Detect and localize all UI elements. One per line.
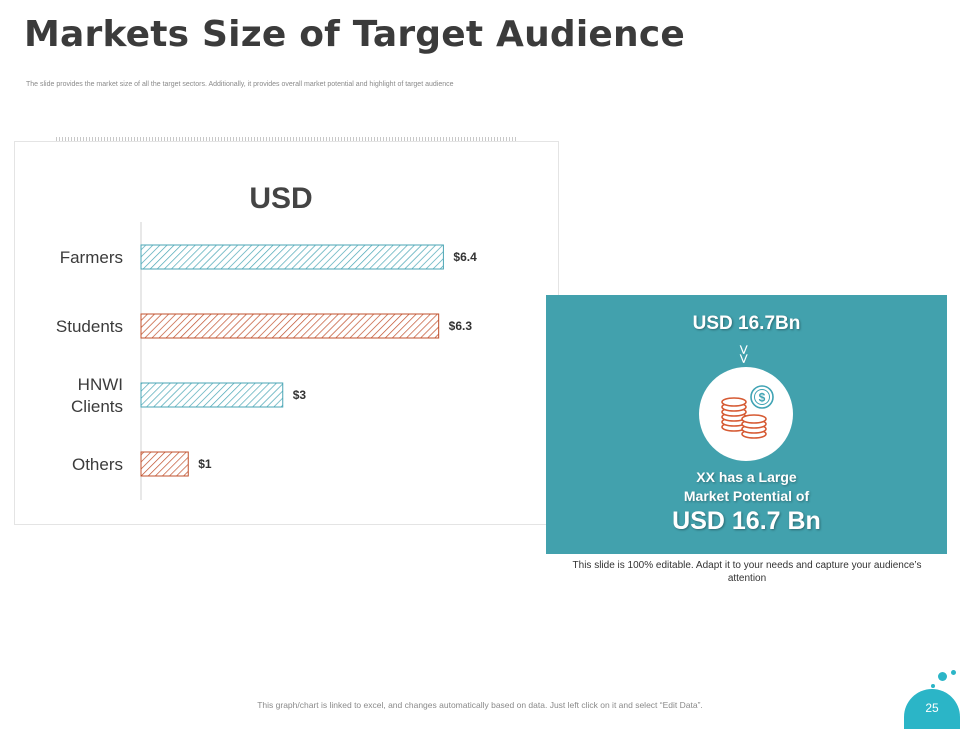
panel-big-value: USD 16.7 Bn (672, 507, 821, 535)
chevron-double-down-icon: ⋁ ⋁ (740, 344, 748, 363)
decorative-dot (931, 684, 935, 688)
panel-text-line-2: Market Potential of (683, 488, 810, 504)
page-subtitle: The slide provides the market size of al… (26, 81, 454, 88)
editable-note: This slide is 100% editable. Adapt it to… (572, 560, 922, 584)
svg-text:$: $ (759, 391, 766, 405)
category-label: Farmers (60, 248, 123, 267)
page-number-badge: 25 (904, 689, 960, 729)
category-label: Students (56, 317, 123, 336)
data-label: $6.3 (449, 319, 473, 333)
bar-hnwi-clients (140, 382, 284, 408)
page-title: Markets Size of Target Audience (24, 14, 686, 55)
data-label: $1 (198, 457, 212, 471)
data-label: $3 (293, 388, 307, 402)
panel-headline: USD 16.7Bn (692, 313, 801, 334)
bar-students (140, 313, 440, 339)
bar-chart-card[interactable]: USD $6.4 Farmers $6.3 Students $3 HNWI Clients… (14, 141, 559, 525)
decorative-dot (951, 670, 956, 675)
bar-chart: USD $6.4 Farmers $6.3 Students $3 HNWI Clients… (56, 182, 477, 500)
panel-description: XX has a Large Market Potential of (546, 468, 947, 506)
data-label: $6.4 (453, 250, 477, 264)
footer-note: This graph/chart is linked to excel, and… (257, 700, 703, 710)
decorative-dot (938, 672, 947, 681)
chart-title: USD (249, 182, 312, 215)
category-label: Others (72, 455, 123, 474)
market-potential-panel: USD 16.7Bn ⋁ ⋁ $ XX has a Large Market Po… (546, 295, 947, 554)
bar-others (140, 451, 189, 477)
category-label: HNWI Clients (71, 375, 123, 416)
bar-farmers (140, 244, 444, 270)
panel-text-line-1: XX has a Large (696, 469, 797, 485)
coins-dollar-icon: $ (699, 367, 793, 461)
